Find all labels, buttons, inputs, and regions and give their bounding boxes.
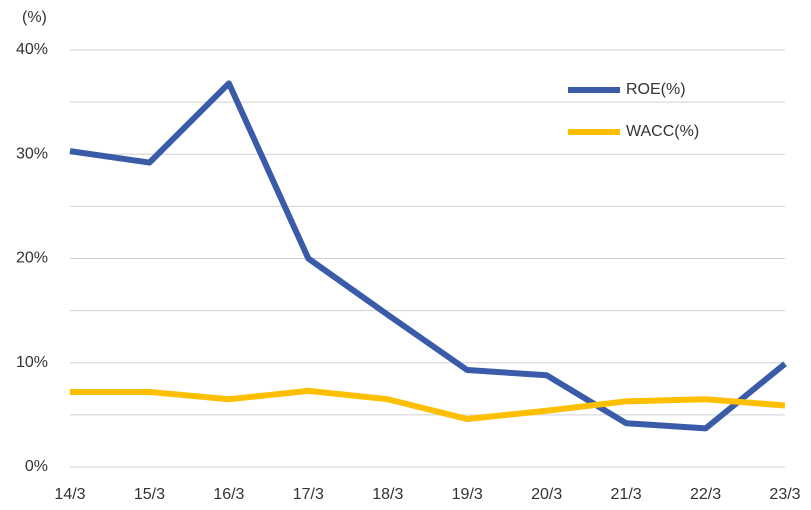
x-tick-label: 15/3 — [134, 486, 165, 503]
y-tick-label: 20% — [16, 250, 48, 267]
x-tick-label: 14/3 — [54, 486, 85, 503]
legend-label: WACC(%) — [626, 123, 699, 140]
legend-label: ROE(%) — [626, 81, 686, 98]
line-series — [69, 80, 787, 432]
x-tick-label: 18/3 — [372, 486, 403, 503]
x-tick-label: 17/3 — [293, 486, 324, 503]
x-tick-label: 21/3 — [611, 486, 642, 503]
x-tick-label: 16/3 — [213, 486, 244, 503]
y-tick-label: 10% — [16, 354, 48, 371]
y-tick-label: 40% — [16, 41, 48, 58]
line-series — [70, 387, 786, 423]
x-tick-label: 23/3 — [769, 486, 800, 503]
y-tick-label: 0% — [25, 458, 48, 475]
x-tick-label: 20/3 — [531, 486, 562, 503]
y-unit-label: (%) — [22, 9, 47, 26]
x-tick-label: 22/3 — [690, 486, 721, 503]
y-tick-label: 30% — [16, 145, 48, 162]
x-tick-label: 19/3 — [452, 486, 483, 503]
